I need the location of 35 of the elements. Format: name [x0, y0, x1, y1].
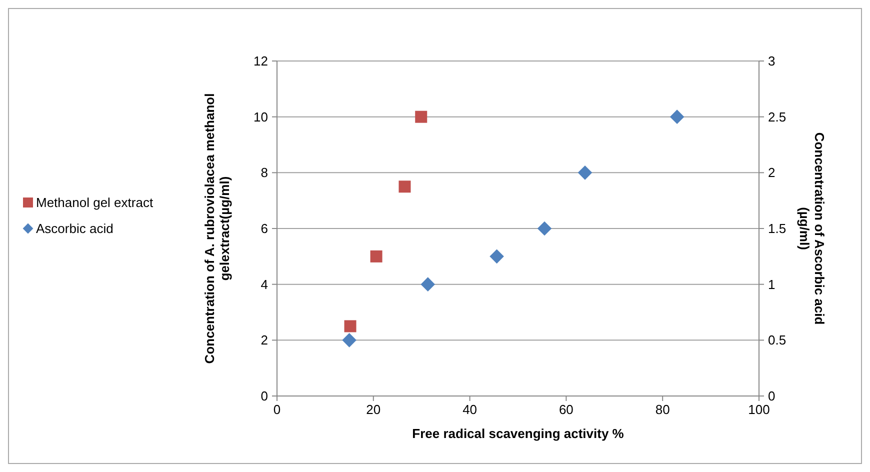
y2-axis-title: Concentration of Ascorbic acid (µg/ml)	[797, 132, 827, 325]
point	[370, 250, 382, 262]
point	[398, 180, 411, 193]
y-tick-label: 2	[260, 332, 268, 348]
x-tick-label: 40	[462, 402, 478, 417]
y2-tick-label: 1	[768, 276, 776, 292]
legend-label: Methanol gel extract	[36, 195, 154, 210]
x-axis-title: Free radical scavenging activity %	[412, 426, 624, 441]
point	[344, 320, 356, 332]
y-tick-label: 12	[254, 54, 268, 69]
y2-tick-label: 1.5	[768, 221, 786, 236]
y-tick-label: 6	[260, 221, 268, 236]
y2-tick-label: 0	[768, 388, 776, 404]
y2-tick-label: 2.5	[768, 109, 786, 124]
y-tick-label: 10	[254, 109, 268, 124]
legend-label: Ascorbic acid	[36, 221, 114, 236]
point	[670, 110, 684, 124]
y-tick-label: 8	[260, 165, 268, 180]
x-tick-label: 100	[748, 402, 770, 417]
y2-tick-label: 3	[768, 54, 776, 69]
x-tick-label: 60	[558, 402, 574, 417]
y-tick-label: 0	[260, 388, 268, 404]
y2-tick-label: 2	[768, 165, 776, 180]
y2-tick-label: 0.5	[768, 332, 786, 348]
point	[342, 333, 356, 348]
x-tick-label: 0	[273, 402, 281, 417]
point	[578, 166, 592, 180]
point	[415, 110, 428, 123]
x-tick-label: 20	[366, 402, 381, 417]
point	[537, 221, 552, 236]
x-tick-label: 80	[655, 402, 670, 417]
y-axis-title: Concentration of A. rubroviolacea methanol gelextract(µg/ml)	[202, 93, 232, 364]
point	[420, 277, 436, 292]
point	[490, 249, 504, 264]
y-tick-label: 4	[260, 276, 268, 292]
